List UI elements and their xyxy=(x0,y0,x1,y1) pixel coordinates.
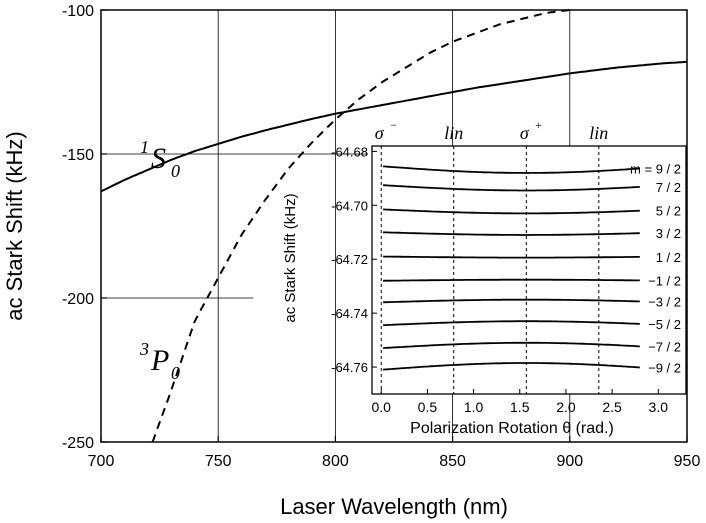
main-y-tick-label: -250 xyxy=(62,435,94,452)
inset-y-tick-label: -64.72 xyxy=(331,252,368,267)
main-series-line-3P0 xyxy=(151,9,570,443)
main-x-tick-label: 900 xyxy=(556,453,583,470)
inset-polarization-lines xyxy=(380,146,600,394)
term-symbol-letter: S xyxy=(151,142,166,175)
inset-axes: 0.0 0.5 1.0 1.5 2.0 2.5 3.0 -64.68 -64.70 -64.72 -… xyxy=(331,144,668,415)
main-x-tick-label: 950 xyxy=(674,453,701,470)
inset-y-tick-label: -64.70 xyxy=(331,198,368,213)
main-y-tick-label: -200 xyxy=(62,291,94,308)
inset-series-line xyxy=(383,320,640,327)
main-y-tick-label: -100 xyxy=(62,3,94,20)
inset-series-line xyxy=(383,184,640,192)
main-series xyxy=(100,9,688,443)
term-symbol-letter: P xyxy=(150,344,169,377)
polarization-label-text: lin xyxy=(444,123,463,143)
inset-x-tick-label: 1.5 xyxy=(510,399,530,415)
term-symbol-superscript: 1 xyxy=(140,137,149,157)
inset-x-tick-label: 1.0 xyxy=(464,399,484,415)
inset-polarization-labels: σ − lin σ + lin xyxy=(375,118,609,143)
main-y-tick-label: -150 xyxy=(62,147,94,164)
polarization-label: σ + xyxy=(520,118,543,143)
inset-background xyxy=(368,146,686,394)
inset-x-tick-label: 2.0 xyxy=(556,399,576,415)
inset-chart: 0.0 0.5 1.0 1.5 2.0 2.5 3.0 -64.68 -64.70 -64.72 -… xyxy=(282,118,687,437)
inset-series-line xyxy=(383,165,640,174)
inset-series-label: −5 / 2 xyxy=(648,317,681,332)
inset-series-label: 3 / 2 xyxy=(656,226,681,241)
term-symbol-subscript: 0 xyxy=(171,161,180,181)
inset-x-axis-label: Polarization Rotation θ (rad.) xyxy=(410,420,614,437)
polarization-label: lin xyxy=(589,123,608,143)
inset-series-label: −3 / 2 xyxy=(648,294,681,309)
main-x-tick-label: 700 xyxy=(88,453,115,470)
inset-series-line xyxy=(383,341,640,349)
inset-y-axis-label: ac Stark Shift (kHz) xyxy=(282,193,299,322)
inset-x-tick-label: 0.0 xyxy=(372,399,392,415)
main-x-tick-label: 850 xyxy=(439,453,466,470)
inset-y-tick-label: -64.74 xyxy=(331,306,368,321)
inset-series-line xyxy=(383,255,640,259)
polarization-label: σ − xyxy=(375,118,398,143)
polarization-label-superscript: + xyxy=(534,118,542,132)
inset-series-label: 7 / 2 xyxy=(656,180,681,195)
polarization-label-text: σ xyxy=(520,123,530,143)
term-symbol-subscript: 0 xyxy=(171,363,180,383)
main-x-tick-label: 750 xyxy=(205,453,232,470)
inset-series-label: 1 / 2 xyxy=(656,250,681,265)
inset-series-line xyxy=(383,362,640,371)
inset-series-label: 5 / 2 xyxy=(656,204,681,219)
main-x-tick-label: 800 xyxy=(322,453,349,470)
inset-series: m = 9 / 2 7 / 2 5 / 2 3 / 2 1 / 2 −1 / 2 −3 / … xyxy=(383,161,681,375)
term-symbol-superscript: 3 xyxy=(139,339,149,359)
main-y-axis-label: ac Stark Shift (kHz) xyxy=(2,131,27,320)
inset-series-label: −7 / 2 xyxy=(648,339,681,354)
polarization-label-text: σ xyxy=(375,123,385,143)
inset-series-label: −1 / 2 xyxy=(648,273,681,288)
main-annotations: 1 S 03 P 0 xyxy=(139,137,180,383)
inset-series-label: −9 / 2 xyxy=(648,360,681,375)
polarization-label-superscript: − xyxy=(389,118,397,132)
inset-y-tick-label: -64.76 xyxy=(331,360,368,375)
main-x-axis-label: Laser Wavelength (nm) xyxy=(280,494,508,519)
polarization-label: lin xyxy=(444,123,463,143)
inset-series-line xyxy=(383,208,640,215)
polarization-label-text: lin xyxy=(589,123,608,143)
inset-series-label: m = 9 / 2 xyxy=(630,161,681,176)
inset-x-tick-label: 2.5 xyxy=(602,399,622,415)
main-series-line-1S0 xyxy=(100,60,688,193)
inset-series-line xyxy=(383,278,640,282)
main-axes: 700 750 800 850 900 950 -100 -150 -200 -250 xyxy=(62,3,700,470)
inset-x-tick-label: 3.0 xyxy=(649,399,669,415)
inset-plot-frame xyxy=(371,145,687,395)
inset-series-line xyxy=(383,231,640,236)
inset-series-line xyxy=(383,298,640,304)
inset-x-tick-label: 0.5 xyxy=(418,399,438,415)
inset-y-tick-label: -64.68 xyxy=(331,144,368,159)
main-plot-frame xyxy=(100,9,688,443)
